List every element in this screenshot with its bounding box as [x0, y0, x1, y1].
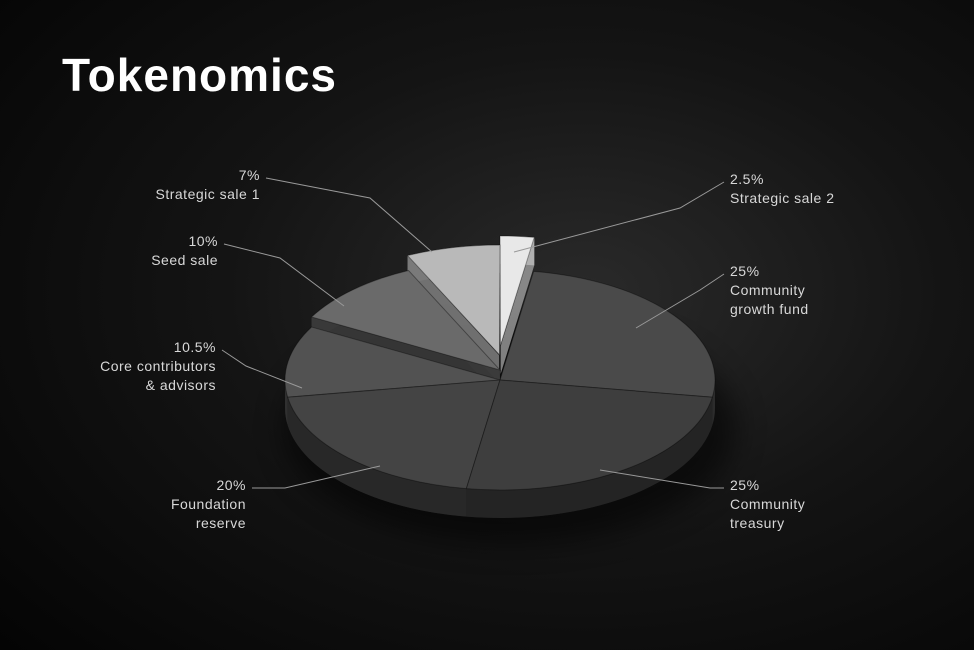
slice-name: Communitygrowth fund [730, 281, 930, 319]
slice-label: 25%Communitytreasury [730, 476, 930, 533]
slice-name: Core contributors& advisors [16, 357, 216, 395]
leader-line [514, 182, 724, 252]
slice-percent: 25% [730, 476, 930, 495]
slice-label: 25%Communitygrowth fund [730, 262, 930, 319]
slice-name: Strategic sale 2 [730, 189, 930, 208]
slice-name: Seed sale [18, 251, 218, 270]
slice-percent: 20% [46, 476, 246, 495]
slice-name: Foundationreserve [46, 495, 246, 533]
slice-label: 20%Foundationreserve [46, 476, 246, 533]
slice-percent: 2.5% [730, 170, 930, 189]
slice-label: 10.5%Core contributors& advisors [16, 338, 216, 395]
leader-line [266, 178, 432, 252]
slice-name: Strategic sale 1 [60, 185, 260, 204]
pie-chart [0, 0, 974, 650]
slice-percent: 25% [730, 262, 930, 281]
slice-label: 10%Seed sale [18, 232, 218, 270]
slice-percent: 10.5% [16, 338, 216, 357]
slice-name: Communitytreasury [730, 495, 930, 533]
leader-line [224, 244, 344, 306]
slice-label: 2.5%Strategic sale 2 [730, 170, 930, 208]
slice-percent: 10% [18, 232, 218, 251]
slice-label: 7%Strategic sale 1 [60, 166, 260, 204]
slice-percent: 7% [60, 166, 260, 185]
